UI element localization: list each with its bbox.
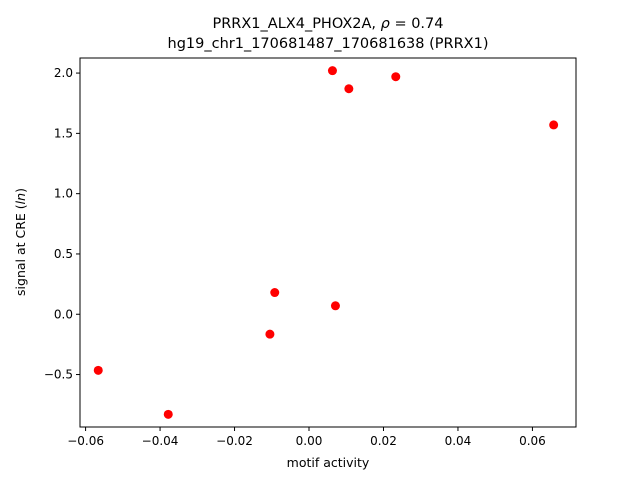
- scatter-point: [163, 409, 173, 419]
- x-tick-label: 0.06: [519, 434, 546, 448]
- y-tick-label: 1.0: [54, 187, 73, 201]
- chart-title-line1: PRRX1_ALX4_PHOX2A, ρ = 0.74: [212, 16, 443, 32]
- scatter-point: [549, 120, 559, 130]
- x-axis-label: motif activity: [287, 455, 370, 470]
- scatter-point: [344, 84, 354, 94]
- plot-area: [79, 57, 577, 428]
- scatter-point: [265, 329, 275, 339]
- scatter-point: [327, 66, 337, 76]
- x-tick-label: 0.00: [296, 434, 323, 448]
- y-tick-label: 1.5: [54, 126, 73, 140]
- x-tick-label: −0.02: [216, 434, 253, 448]
- scatter-point: [270, 288, 280, 298]
- y-tick-label: 0.0: [54, 307, 73, 321]
- y-axis-label: signal at CRE (ln): [13, 188, 28, 296]
- scatter-point: [93, 365, 103, 375]
- x-tick-label: −0.06: [67, 434, 104, 448]
- x-axis: −0.06 −0.04 −0.02 0.00 0.02 0.04 0.06: [67, 427, 546, 448]
- y-axis: −0.5 0.0 0.5 1.0 1.5 2.0: [44, 66, 80, 382]
- scatter-point: [330, 301, 340, 311]
- y-tick-label: 2.0: [54, 66, 73, 80]
- chart-title-line2: hg19_chr1_170681487_170681638 (PRRX1): [168, 36, 489, 52]
- x-tick-label: 0.04: [445, 434, 472, 448]
- x-tick-label: −0.04: [142, 434, 179, 448]
- data-points: [93, 66, 559, 419]
- scatter-point: [391, 72, 401, 82]
- y-tick-label: −0.5: [44, 368, 73, 382]
- y-tick-label: 0.5: [54, 247, 73, 261]
- x-tick-label: 0.02: [370, 434, 397, 448]
